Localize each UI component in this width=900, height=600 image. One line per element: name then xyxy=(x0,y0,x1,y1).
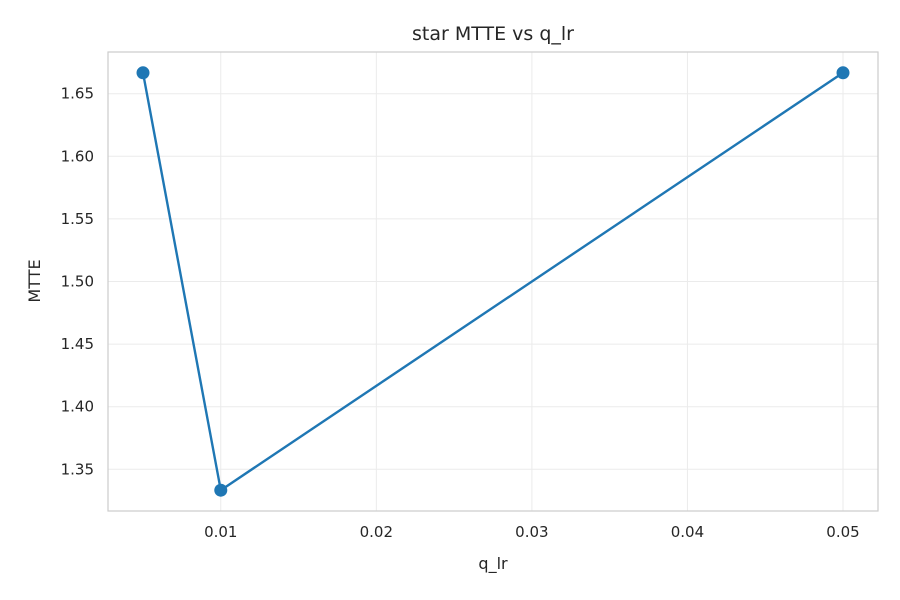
x-tick-label: 0.02 xyxy=(360,523,393,541)
y-tick-label: 1.60 xyxy=(61,147,94,165)
data-point xyxy=(836,66,850,80)
y-tick-label: 1.50 xyxy=(61,273,94,291)
y-axis-label: MTTE xyxy=(25,259,44,302)
grid xyxy=(108,52,878,511)
y-tick-label: 1.40 xyxy=(61,398,94,416)
y-tick-label: 1.55 xyxy=(61,210,94,228)
series xyxy=(136,66,850,497)
x-tick-label: 0.04 xyxy=(671,523,704,541)
x-tick-label: 0.03 xyxy=(515,523,548,541)
plot-frame xyxy=(107,51,879,512)
data-point xyxy=(214,483,228,497)
tick-labels: 0.01 0.02 0.03 0.04 0.05 1.35 1.40 1.45 1.50 1.55… xyxy=(61,85,860,541)
x-tick-label: 0.05 xyxy=(826,523,859,541)
chart-title: star MTTE vs q_lr xyxy=(412,23,574,45)
y-tick-label: 1.45 xyxy=(61,335,94,353)
y-tick-label: 1.35 xyxy=(61,460,94,478)
data-point xyxy=(136,66,150,80)
y-tick-label: 1.65 xyxy=(61,85,94,103)
x-tick-label: 0.01 xyxy=(204,523,237,541)
x-axis-label: q_lr xyxy=(478,554,508,574)
